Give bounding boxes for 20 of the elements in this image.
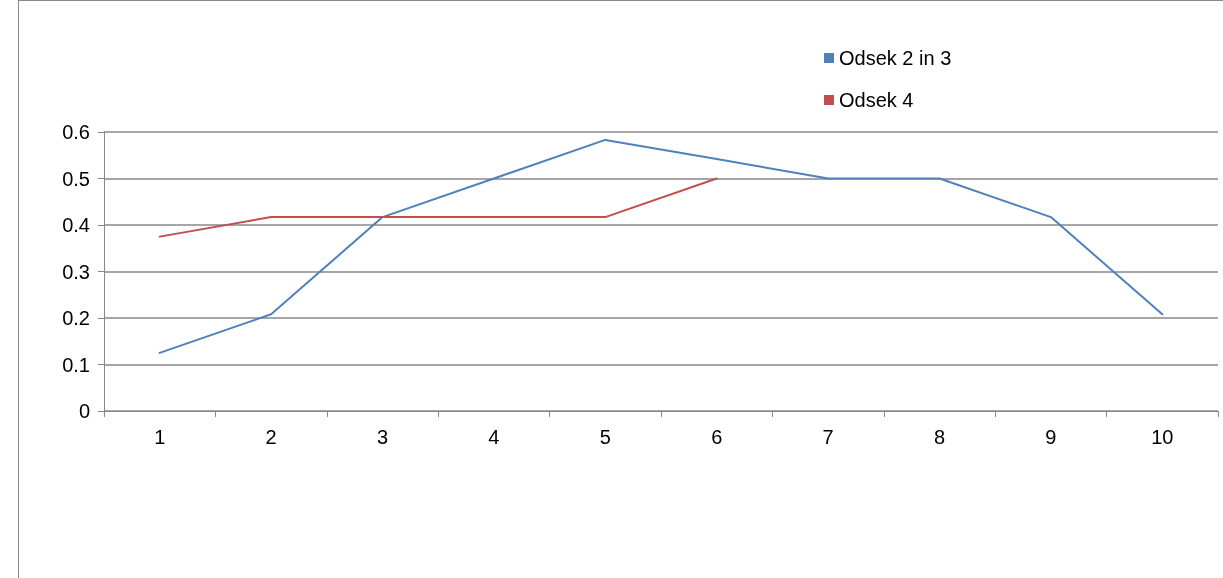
x-tick-label: 10 [1151, 426, 1174, 448]
x-tick-label: 2 [265, 426, 277, 448]
legend-label: Odsek 2 in 3 [839, 47, 952, 69]
y-tick-label: 0.2 [62, 307, 90, 329]
legend-label: Odsek 4 [839, 89, 914, 111]
y-tick-label: 0.4 [62, 214, 90, 236]
x-tick-label: 9 [1045, 426, 1057, 448]
y-tick-label: 0 [78, 400, 90, 422]
y-tick-label: 0.6 [62, 121, 90, 143]
y-tick-label: 0.5 [62, 167, 90, 190]
y-tick-label: 0.1 [62, 353, 90, 376]
x-tick-label: 5 [599, 426, 611, 448]
x-tick-label: 1 [154, 426, 166, 448]
y-tick-label: 0.3 [62, 260, 90, 283]
line-series [158, 138, 1164, 354]
x-tick-label: 7 [822, 426, 834, 448]
x-tick-label: 3 [376, 426, 389, 448]
x-tick-label: 8 [933, 426, 946, 448]
x-tick-label: 6 [711, 426, 723, 448]
x-tick-label: 4 [488, 426, 500, 448]
